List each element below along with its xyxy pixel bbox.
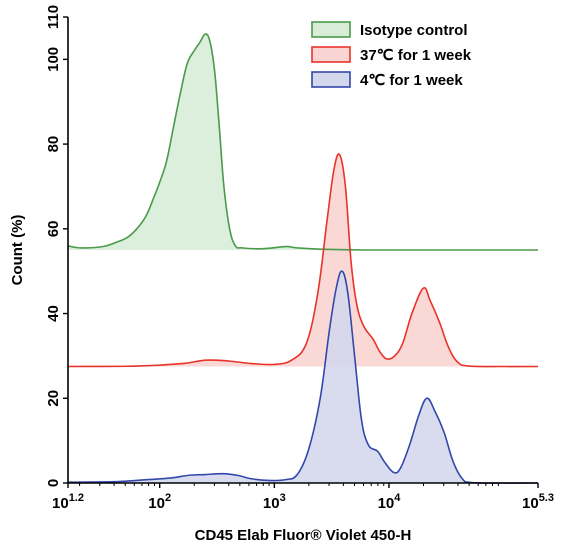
series-area-37-for-1-week [68,153,538,367]
y-ticks: 0 20 40 60 80 100 110 [45,5,68,487]
x-tick-label: 103 [263,492,286,512]
series-area-4-for-1-week [68,271,538,484]
legend-label: 4℃ for 1 week [360,72,463,89]
x-axis-title: CD45 Elab Fluor® Violet 450-H [195,527,412,544]
x-tick-label: 102 [148,492,171,512]
series-line-37-for-1-week [67,153,539,368]
x-tick-label: 104 [378,492,402,512]
y-tick-label: 60 [45,220,62,237]
y-axis-title: Count (%) [9,215,26,286]
y-tick-label: 20 [45,390,62,407]
series-fills [68,33,538,484]
series-area-isotype-control [68,33,538,251]
y-tick-label: 0 [45,479,62,487]
y-tick-label: 100 [45,47,62,72]
axes [67,17,538,484]
legend-swatch [311,46,351,63]
y-tick-label: 40 [45,305,62,322]
x-ticks: 101.2 102 103 104 105.3 [52,483,554,512]
series-line-4-for-1-week [67,270,539,484]
legend-label: Isotype control [360,22,468,39]
y-tick-label: 110 [45,5,62,29]
legend: Isotype control 37℃ for 1 week 4℃ for 1 we… [311,21,472,89]
legend-swatch [311,21,351,38]
x-tick-label: 101.2 [52,492,84,512]
legend-swatch [311,71,351,88]
y-tick-label: 80 [45,136,62,153]
series-line-isotype-control [67,33,538,251]
x-tick-label: 105.3 [522,492,554,512]
series-lines [67,33,539,484]
legend-label: 37℃ for 1 week [360,47,472,64]
